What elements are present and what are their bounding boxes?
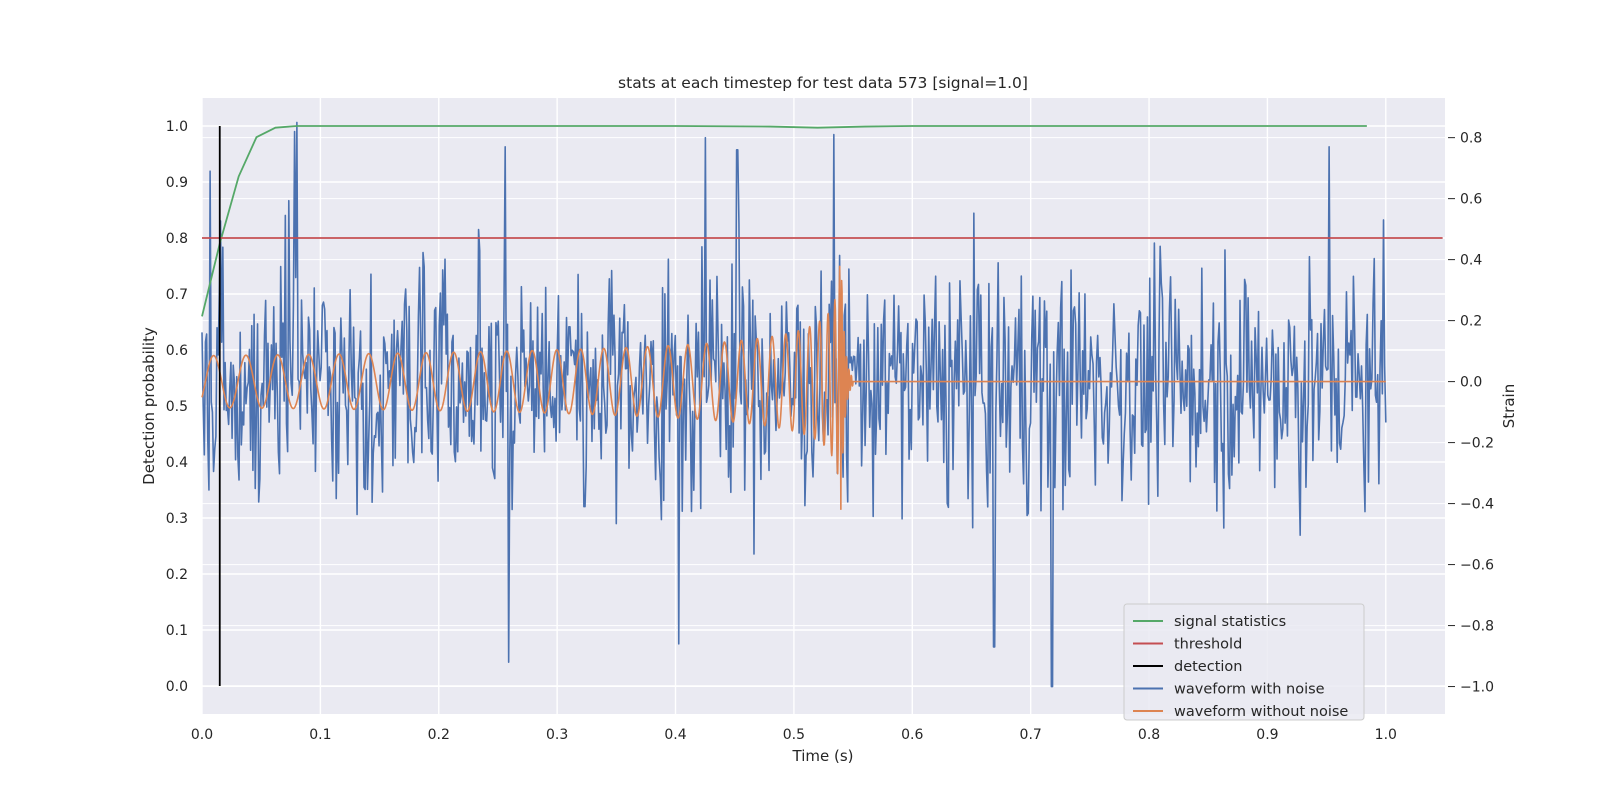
left-y-tick-label: 0.4	[166, 455, 188, 471]
left-y-tick-label: 0.5	[166, 399, 188, 415]
x-axis-label: Time (s)	[792, 747, 854, 765]
legend: signal statistics threshold detection wavef…	[1123, 603, 1365, 721]
waveform-without-noise-line	[201, 265, 1387, 511]
left-y-tick-label: 0.3	[166, 511, 188, 527]
x-tick-label: 0.4	[664, 727, 686, 743]
chart-title: stats at each timestep for test data 573…	[618, 74, 1028, 92]
right-y-tick-label: 0.8	[1460, 131, 1482, 147]
right-y-tick-label: −0.8	[1460, 619, 1494, 635]
signal-statistics-line	[201, 125, 1367, 317]
legend-label: signal statistics	[1174, 614, 1286, 630]
right-axis-ticks: −1.0 −0.8 −0.6 −0.4 −0.2 0.0 0.2 0.4 0.6 0.8	[1448, 131, 1494, 696]
left-y-tick-label: 0.8	[166, 231, 188, 247]
x-tick-label: 0.5	[783, 727, 805, 743]
legend-label: threshold	[1174, 637, 1242, 653]
x-axis-ticks: 0.0 0.1 0.2 0.3 0.4 0.5 0.6 0.7 0.8 0.9 1.0	[191, 727, 1397, 743]
left-axis-ticks: 0.0 0.1 0.2 0.3 0.4 0.5 0.6 0.7 0.8 0.9 1.0	[166, 119, 188, 695]
left-y-tick-label: 0.0	[166, 679, 188, 695]
x-tick-label: 1.0	[1375, 727, 1397, 743]
left-y-tick-label: 0.2	[166, 567, 188, 583]
left-y-tick-label: 0.9	[166, 175, 188, 191]
legend-label: waveform without noise	[1174, 704, 1348, 720]
x-tick-label: 0.8	[1138, 727, 1160, 743]
left-axis-label: Detection probability	[140, 327, 158, 485]
plot-area	[201, 121, 1443, 688]
left-y-tick-label: 1.0	[166, 119, 188, 135]
legend-label: detection	[1174, 659, 1242, 675]
right-y-tick-label: 0.2	[1460, 314, 1482, 330]
right-y-tick-label: 0.4	[1460, 253, 1482, 269]
right-y-tick-label: −1.0	[1460, 680, 1494, 696]
x-tick-label: 0.7	[1020, 727, 1042, 743]
x-tick-label: 0.9	[1256, 727, 1278, 743]
right-y-tick-label: 0.0	[1460, 375, 1482, 391]
x-tick-label: 0.0	[191, 727, 213, 743]
legend-label: waveform with noise	[1174, 682, 1325, 698]
x-tick-label: 0.1	[309, 727, 331, 743]
left-y-tick-label: 0.7	[166, 287, 188, 303]
waveform-with-noise-line	[201, 121, 1387, 688]
right-axis-label: Strain	[1500, 384, 1518, 428]
right-y-tick-label: −0.6	[1460, 558, 1494, 574]
legend-box	[1123, 603, 1365, 721]
left-y-tick-label: 0.6	[166, 343, 188, 359]
right-y-tick-label: 0.6	[1460, 192, 1482, 208]
right-y-tick-label: −0.4	[1460, 497, 1494, 513]
right-y-tick-label: −0.2	[1460, 436, 1494, 452]
x-tick-label: 0.3	[546, 727, 568, 743]
left-y-tick-label: 0.1	[166, 623, 188, 639]
x-tick-label: 0.2	[428, 727, 450, 743]
x-tick-label: 0.6	[901, 727, 923, 743]
